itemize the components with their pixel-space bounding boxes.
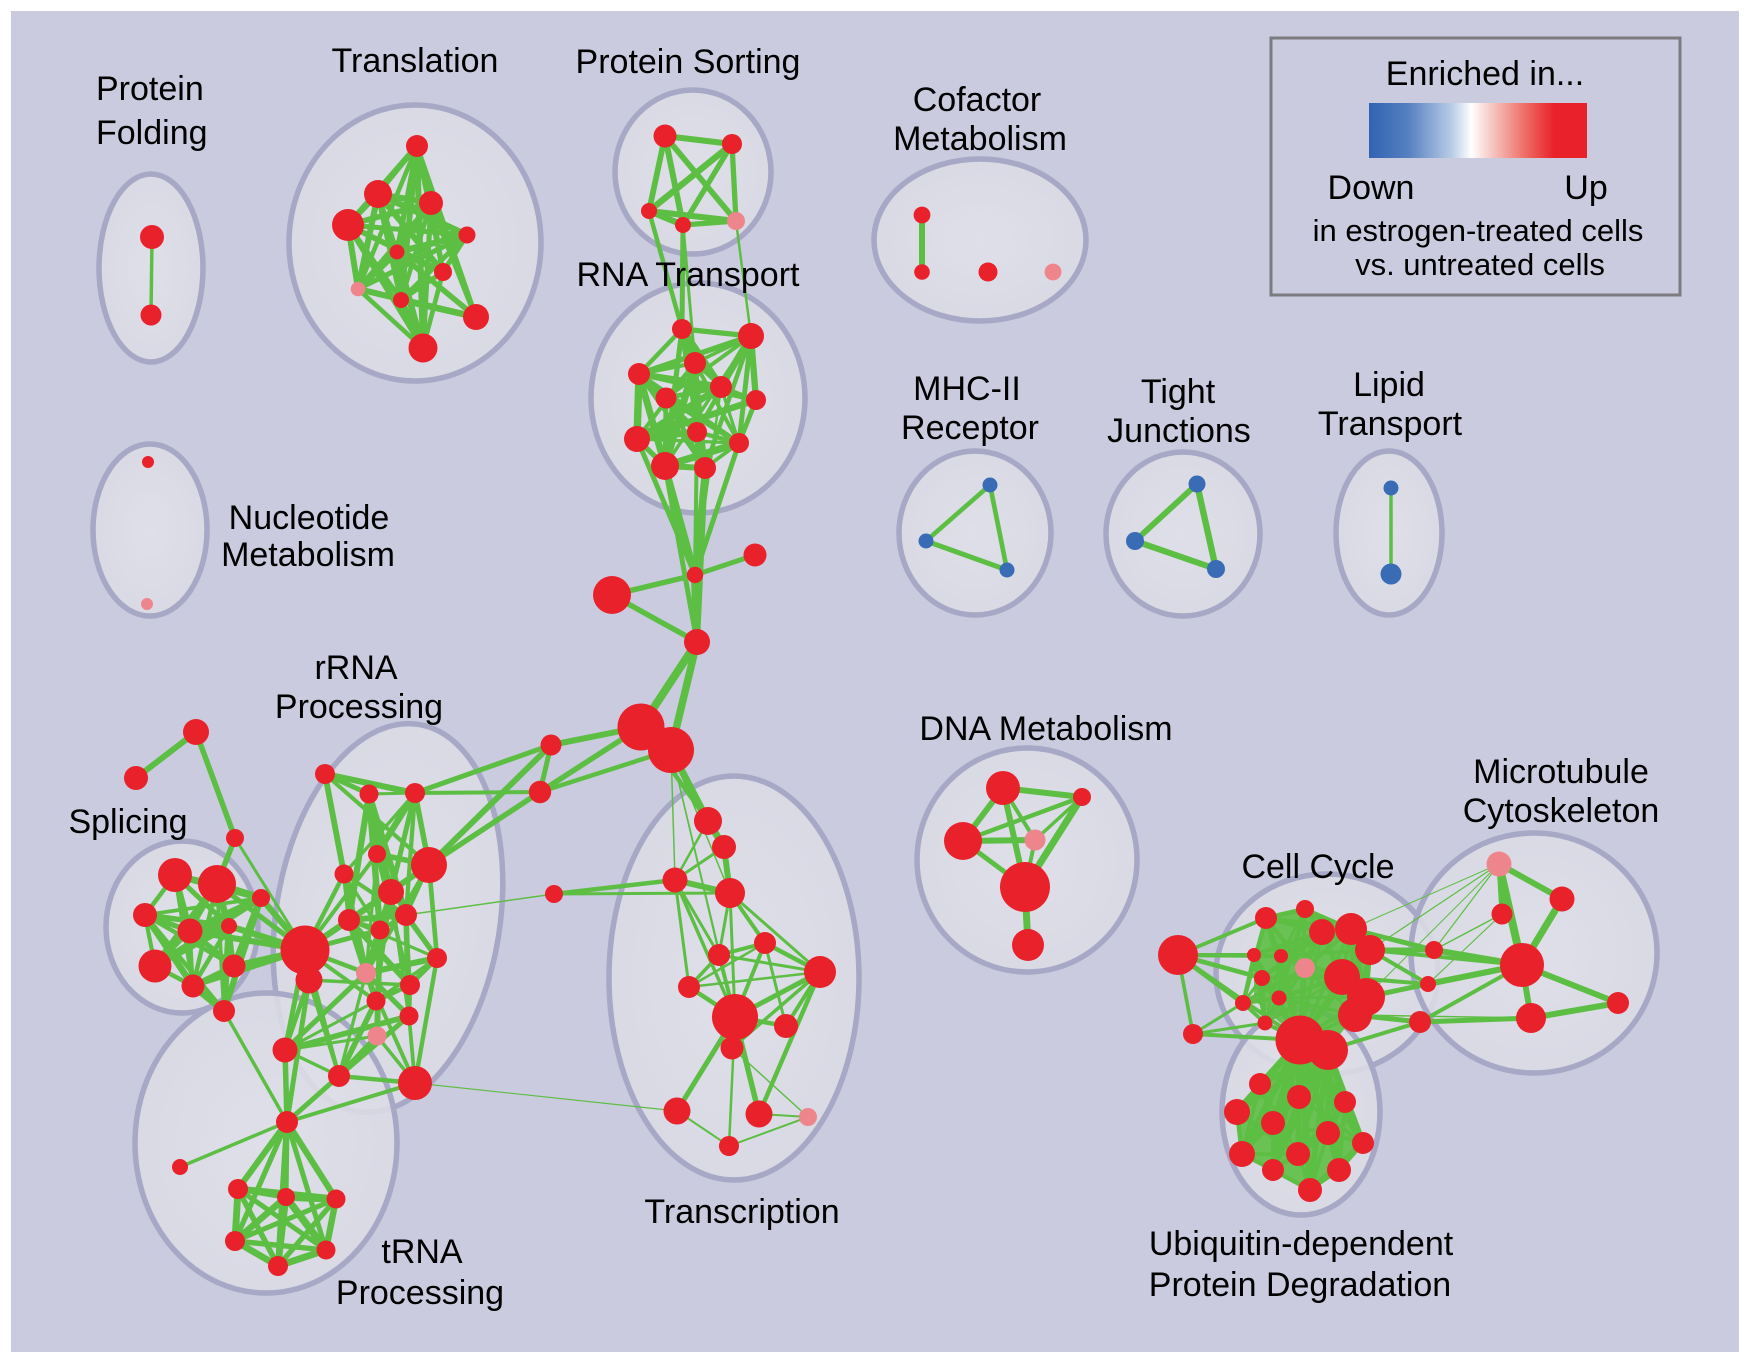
svg-text:DNA Metabolism: DNA Metabolism [919, 710, 1172, 748]
svg-text:Cofactor: Cofactor [913, 81, 1042, 119]
svg-text:Translation: Translation [332, 42, 499, 80]
svg-text:Down: Down [1328, 169, 1415, 207]
svg-text:Tight: Tight [1141, 373, 1216, 411]
svg-text:RNA Transport: RNA Transport [577, 256, 801, 294]
svg-text:Processing: Processing [275, 688, 443, 726]
svg-text:Enriched in...: Enriched in... [1386, 55, 1584, 93]
svg-text:Protein Degradation: Protein Degradation [1149, 1266, 1451, 1304]
svg-text:Junctions: Junctions [1107, 412, 1251, 450]
svg-text:Ubiquitin-dependent: Ubiquitin-dependent [1149, 1225, 1454, 1263]
svg-text:Folding: Folding [96, 114, 208, 152]
svg-text:Lipid: Lipid [1353, 366, 1425, 404]
svg-text:Cytoskeleton: Cytoskeleton [1463, 792, 1660, 830]
svg-text:Receptor: Receptor [901, 409, 1039, 447]
svg-text:MHC-II: MHC-II [913, 370, 1021, 408]
svg-text:Transport: Transport [1318, 405, 1463, 443]
svg-text:Up: Up [1564, 169, 1607, 207]
svg-text:Metabolism: Metabolism [893, 120, 1067, 158]
svg-text:Microtubule: Microtubule [1473, 753, 1649, 791]
svg-text:Protein: Protein [96, 70, 204, 108]
svg-text:in estrogen-treated cells: in estrogen-treated cells [1313, 213, 1644, 248]
svg-text:Splicing: Splicing [68, 803, 187, 841]
svg-text:Protein Sorting: Protein Sorting [576, 43, 801, 81]
svg-text:vs. untreated cells: vs. untreated cells [1355, 247, 1605, 282]
svg-text:tRNA: tRNA [381, 1233, 463, 1271]
svg-text:rRNA: rRNA [314, 649, 397, 687]
svg-text:Processing: Processing [336, 1274, 504, 1312]
svg-text:Transcription: Transcription [644, 1193, 839, 1231]
svg-text:Nucleotide: Nucleotide [229, 499, 390, 537]
svg-text:Cell Cycle: Cell Cycle [1241, 848, 1394, 886]
svg-text:Metabolism: Metabolism [221, 536, 395, 574]
